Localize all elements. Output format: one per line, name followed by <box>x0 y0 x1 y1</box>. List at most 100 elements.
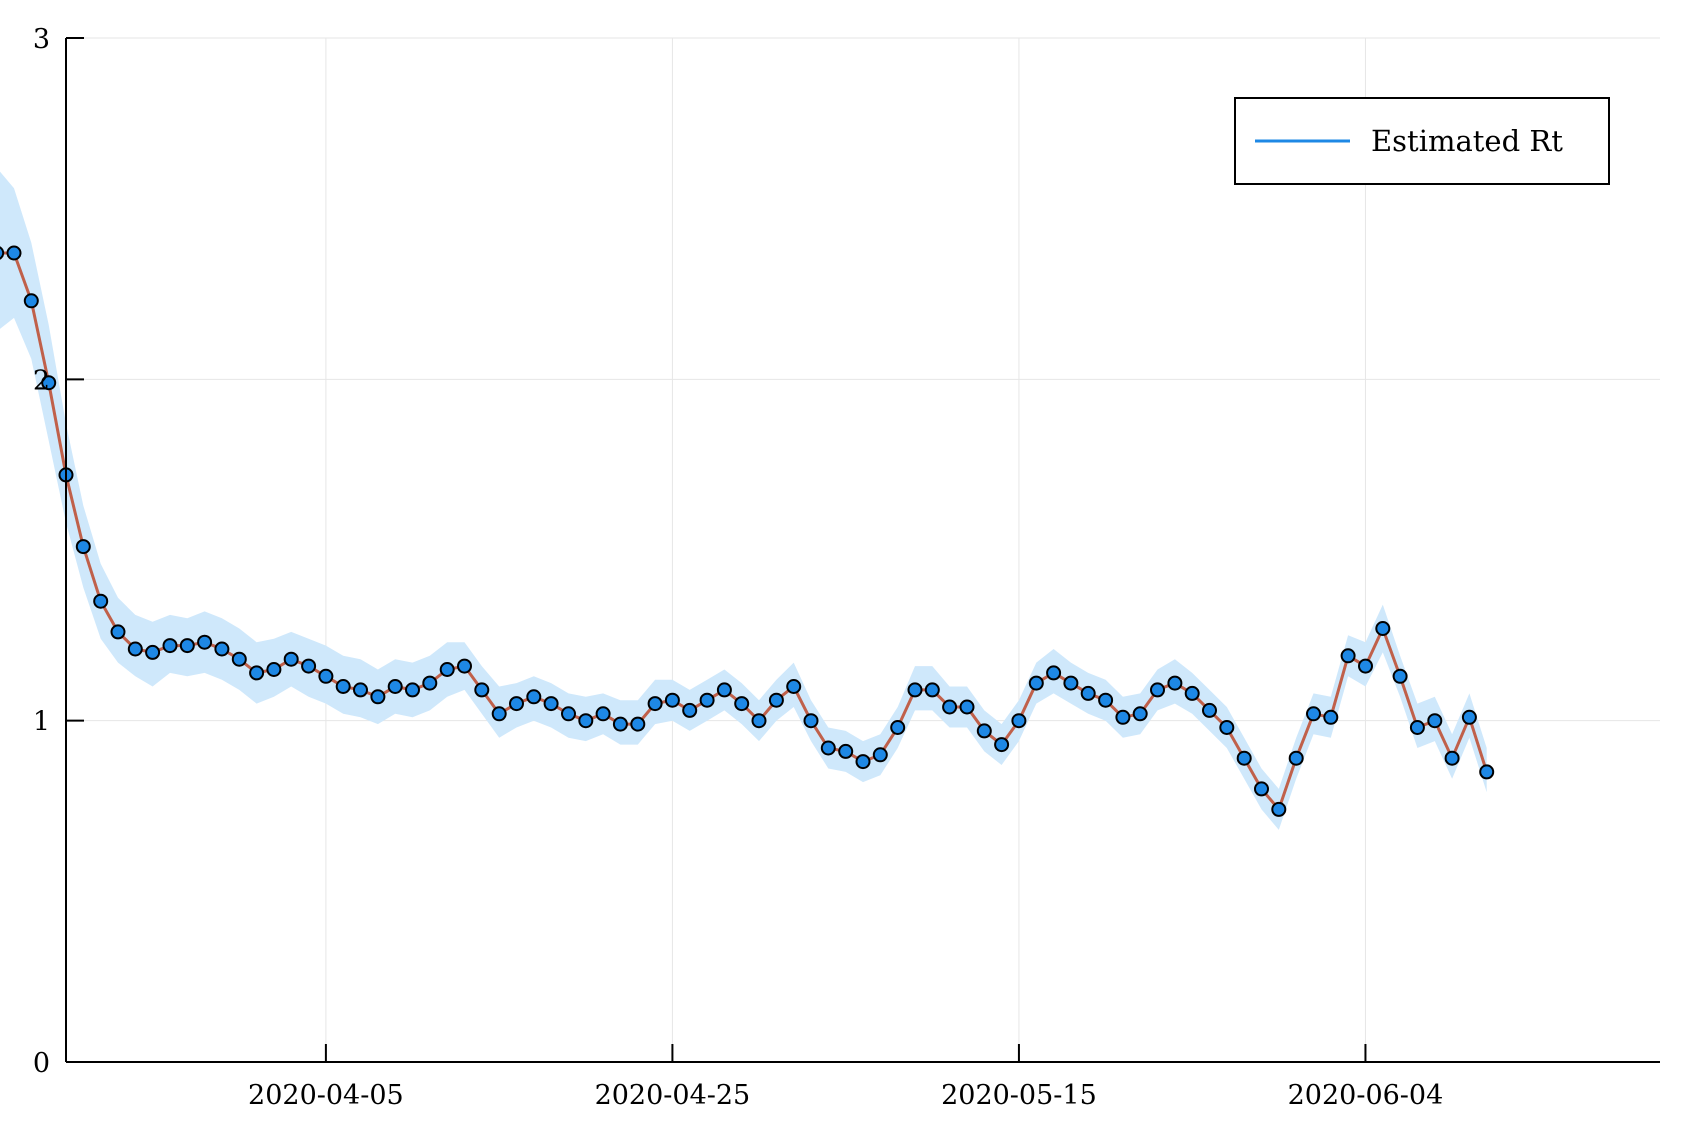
data-point <box>93 593 109 609</box>
data-point <box>1236 750 1252 766</box>
data-point <box>1080 685 1096 701</box>
x-tick-label: 2020-04-25 <box>595 1080 751 1111</box>
data-point <box>1271 801 1287 817</box>
data-point <box>6 245 22 261</box>
data-point <box>820 740 836 756</box>
y-tick-label: 0 <box>33 1048 50 1079</box>
grid <box>66 37 1660 1063</box>
data-point <box>1132 706 1148 722</box>
data-point <box>509 696 524 712</box>
data-point <box>145 644 161 660</box>
data-point <box>768 692 784 708</box>
data-point <box>439 662 455 677</box>
data-point <box>1306 706 1321 722</box>
data-point <box>1392 668 1408 684</box>
data-point <box>838 743 854 759</box>
data-point <box>907 682 923 698</box>
data-point <box>41 375 57 391</box>
data-point <box>612 716 628 732</box>
data-point <box>1427 713 1443 729</box>
legend-label-estimated-rt: Estimated Rt <box>1371 124 1563 158</box>
y-tick-label: 1 <box>33 707 50 738</box>
data-point <box>994 737 1010 753</box>
data-point <box>786 679 802 694</box>
data-point <box>1479 764 1495 780</box>
data-point <box>526 689 542 705</box>
data-point <box>231 651 247 667</box>
data-point <box>457 658 472 674</box>
data-point <box>890 720 906 735</box>
confidence-band-layer <box>0 171 1487 830</box>
data-point <box>335 679 351 694</box>
data-point <box>1115 709 1131 725</box>
data-point <box>1028 675 1044 691</box>
data-point <box>387 679 403 694</box>
y-tick-label: 3 <box>33 24 50 55</box>
data-point <box>543 696 559 712</box>
data-point <box>682 702 698 718</box>
series-points-layer <box>0 245 1495 817</box>
data-point <box>1219 720 1235 735</box>
x-tick-label: 2020-05-15 <box>941 1080 1097 1111</box>
data-point <box>734 696 750 712</box>
data-point <box>283 651 299 667</box>
data-point <box>595 706 611 722</box>
data-point <box>1323 709 1339 725</box>
data-point <box>1011 713 1027 729</box>
data-point <box>803 713 819 729</box>
data-point <box>474 682 490 698</box>
data-point <box>751 713 767 729</box>
data-point <box>179 638 195 654</box>
data-point <box>647 696 663 712</box>
data-point <box>0 246 5 260</box>
data-point <box>127 641 143 657</box>
data-point <box>1063 675 1079 691</box>
axes: 0 1 2 3 2020-04-05 2020-04-25 2020-05-15 2020-0… <box>33 24 1660 1111</box>
data-point <box>370 689 386 705</box>
data-point <box>1340 648 1356 664</box>
data-point <box>110 624 126 640</box>
data-point <box>266 662 282 677</box>
data-point <box>1202 702 1217 718</box>
x-tick-label: 2020-04-05 <box>248 1080 404 1111</box>
data-point <box>1375 621 1391 636</box>
data-point <box>1461 709 1477 725</box>
series-line-layer <box>0 251 1489 813</box>
data-point <box>1184 685 1200 701</box>
y-tick-label: 2 <box>33 365 50 396</box>
data-point <box>301 658 317 674</box>
data-point <box>1444 750 1460 766</box>
data-point <box>1167 675 1183 691</box>
data-point <box>716 682 732 698</box>
data-point <box>630 716 646 732</box>
data-point <box>1358 658 1373 674</box>
legend: Estimated Rt <box>1234 97 1610 185</box>
data-point <box>959 699 975 715</box>
x-tick-label: 2020-06-04 <box>1288 1080 1444 1111</box>
data-point <box>924 682 940 698</box>
data-point <box>1046 665 1062 681</box>
data-point <box>872 747 888 763</box>
data-point <box>855 754 871 770</box>
data-point <box>664 692 680 708</box>
data-point <box>214 641 230 657</box>
confidence-band <box>0 171 1487 830</box>
data-point <box>1409 720 1425 735</box>
data-point <box>197 634 213 650</box>
data-point <box>976 723 992 739</box>
data-point <box>318 668 334 684</box>
data-point <box>561 706 576 722</box>
data-point <box>491 706 507 722</box>
data-point <box>578 713 594 729</box>
data-point <box>942 699 958 715</box>
data-point <box>1098 692 1114 708</box>
data-point <box>699 692 715 708</box>
data-point <box>422 675 438 691</box>
data-point <box>162 638 178 654</box>
data-point <box>1254 781 1269 797</box>
data-point <box>75 539 91 555</box>
data-point <box>1288 750 1304 766</box>
data-point <box>1150 682 1165 698</box>
data-point <box>23 293 39 309</box>
